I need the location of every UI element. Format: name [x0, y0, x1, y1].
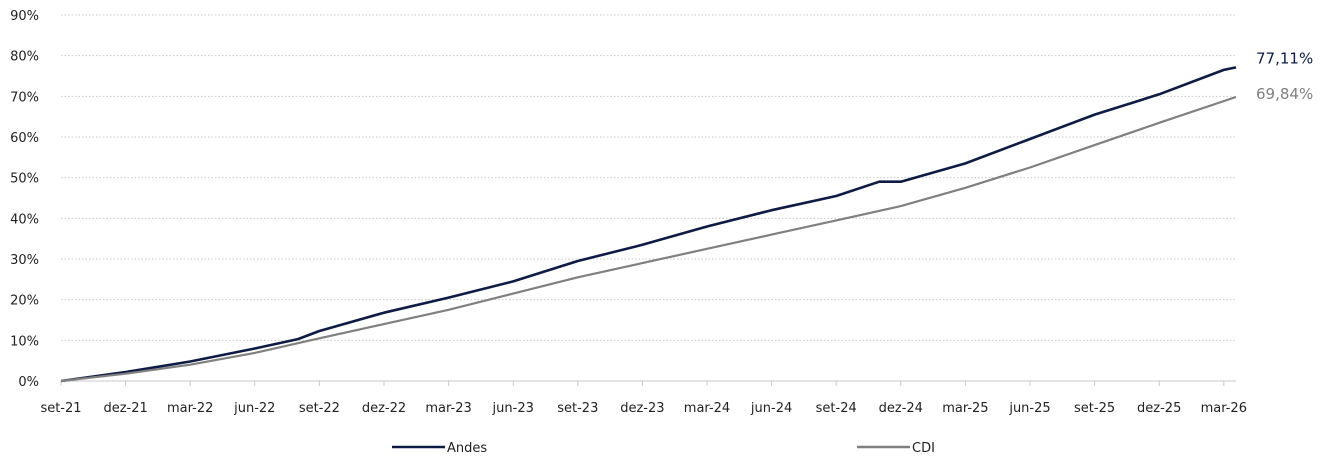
- x-tick-label: jun-23: [492, 401, 534, 416]
- y-tick-label: 0%: [18, 375, 39, 390]
- end-label-andes: 77,11%: [1256, 49, 1313, 67]
- x-tick-label: set-22: [299, 401, 340, 416]
- x-tick-label: mar-25: [942, 401, 988, 416]
- y-tick-label: 10%: [10, 334, 39, 349]
- y-tick-label: 20%: [10, 294, 39, 309]
- y-tick-label: 40%: [10, 212, 39, 227]
- x-tick-label: set-23: [557, 401, 598, 416]
- x-tick-label: jun-25: [1008, 401, 1050, 416]
- x-tick-label: set-21: [40, 401, 81, 416]
- series-lines: [60, 66, 1237, 383]
- y-tick-label: 50%: [10, 172, 39, 187]
- legend: Andes CDI: [392, 441, 935, 456]
- legend-label-andes: Andes: [447, 441, 487, 456]
- x-tick-label: mar-24: [684, 401, 730, 416]
- y-tick-label: 30%: [10, 253, 39, 268]
- x-axis: set-21 dez-21 mar-22 jun-22 set-22 dez-22 mar-…: [40, 380, 1247, 416]
- end-labels: 77,11% 69,84%: [1256, 49, 1313, 103]
- series-line-andes: [60, 66, 1237, 383]
- y-axis-ticks: 0% 10% 20% 30% 40% 50% 60% 70% 80% 90%: [10, 9, 39, 390]
- legend-label-cdi: CDI: [912, 441, 935, 456]
- x-tick-label: dez-21: [103, 401, 147, 416]
- y-tick-label: 90%: [10, 9, 39, 24]
- x-tick-label: dez-25: [1137, 401, 1181, 416]
- grid-lines: [61, 14, 1236, 341]
- x-tick-label: dez-22: [362, 401, 406, 416]
- y-tick-label: 80%: [10, 50, 39, 65]
- x-tick-label: jun-22: [233, 401, 275, 416]
- y-tick-label: 60%: [10, 131, 39, 146]
- x-tick-label: dez-23: [620, 401, 664, 416]
- x-tick-label: jun-24: [750, 401, 792, 416]
- x-tick-label: dez-24: [879, 401, 923, 416]
- y-tick-label: 70%: [10, 90, 39, 105]
- x-tick-label: mar-22: [167, 401, 213, 416]
- end-label-cdi: 69,84%: [1256, 85, 1313, 103]
- x-tick-label: set-25: [1074, 401, 1115, 416]
- x-tick-label: set-24: [816, 401, 857, 416]
- series-line-cdi: [60, 95, 1237, 383]
- x-tick-label: mar-26: [1201, 401, 1247, 416]
- x-tick-label: mar-23: [425, 401, 471, 416]
